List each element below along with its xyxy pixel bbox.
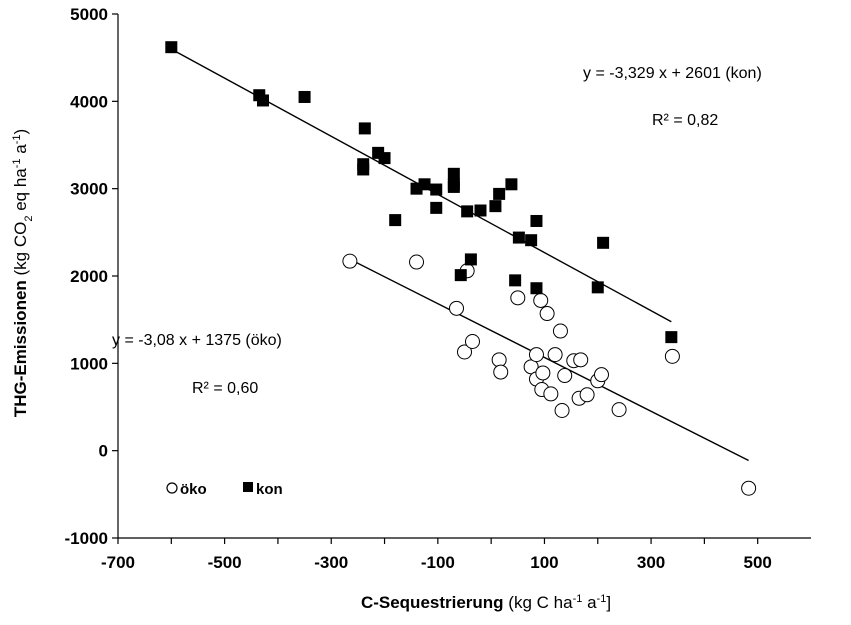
x-tick-label: 300 [637,553,665,572]
point-kon [430,201,443,214]
legend-oko-marker [166,482,178,494]
point-oko [528,347,544,363]
svg-text:THG-Emissionen (kg CO2 eq ha-: THG-Emissionen (kg CO2 eq ha-1 a-1) [11,129,35,417]
point-kon [358,122,371,135]
point-kon [454,269,467,282]
x-axis-title: C-Sequestrierung (kg C ha-1 a-1] [361,593,611,612]
oko-equation: y = -3,08 x + 1375 (öko) [112,332,282,349]
point-kon [509,274,522,287]
y-tick-label: 2000 [70,267,108,286]
point-oko [449,300,465,316]
point-oko [664,348,680,364]
kon-r-squared: R² = 0,82 [652,112,718,129]
x-axis-title-main: C-Sequestrierung [361,593,504,612]
point-kon [464,253,477,266]
point-oko [579,387,595,403]
point-kon [298,90,311,103]
x-tick-label: 100 [530,553,558,572]
axes [112,13,811,544]
point-kon [597,236,610,249]
legend: öko kon [166,481,283,498]
point-kon [512,231,525,244]
point-kon [505,178,518,191]
kon-equation: y = -3,329 x + 2601 (kon) [583,65,762,82]
point-oko [510,290,526,306]
x-tick-label: 500 [744,553,772,572]
point-kon [447,167,460,180]
point-kon [165,41,178,54]
point-kon [378,152,391,165]
point-oko [543,386,559,402]
point-kon [530,282,543,295]
tick-labels: -1000 0 1000 2000 3000 4000 5000 -700 -500 -300 -1… [65,5,772,572]
point-oko [533,292,549,308]
point-kon [418,178,431,191]
point-oko [741,480,757,496]
point-kon [493,187,506,200]
data-points [165,41,757,496]
point-kon [430,183,443,196]
point-kon [447,180,460,193]
regression-lines [170,48,749,462]
point-oko [594,367,610,383]
y-tick-label: 1000 [70,354,108,373]
y-tick-label: 3000 [70,180,108,199]
point-oko [493,364,509,380]
point-kon [489,200,502,213]
point-oko [611,402,627,418]
y-axis-title-main: THG-Emissionen [11,280,30,417]
legend-oko-label: öko [180,481,207,498]
point-oko [464,334,480,349]
x-tick-label: -300 [314,553,348,572]
point-oko [539,306,555,322]
y-axis-title: THG-Emissionen (kg CO2 eq ha-1 a-1) [11,129,35,417]
point-kon [665,331,678,344]
y-tick-label: 5000 [70,5,108,24]
oko-r-squared: R² = 0,60 [192,380,258,397]
y-tick-label: 4000 [70,92,108,111]
legend-kon-label: kon [256,481,283,498]
point-oko [535,365,551,381]
x-tick-label: -700 [101,553,135,572]
point-oko [557,368,573,384]
point-kon [591,281,604,294]
y-tick-label: -1000 [65,529,108,548]
point-kon [389,214,402,227]
point-kon [357,163,370,176]
point-oko [547,347,563,363]
point-kon [474,204,487,217]
point-kon [461,205,474,218]
point-oko [552,323,568,339]
point-kon [530,214,543,227]
legend-kon-marker [243,482,253,492]
point-oko [457,344,472,360]
x-tick-label: -100 [421,553,455,572]
point-kon [256,94,269,107]
point-kon [525,234,538,247]
regression-line-oko [349,258,749,462]
point-oko [409,254,425,270]
point-oko [573,352,589,368]
point-oko [554,402,570,418]
x-tick-label: -500 [208,553,242,572]
point-oko [342,253,358,269]
y-tick-label: 0 [99,442,108,461]
annotations: y = -3,329 x + 2601 (kon) R² = 0,82 y = … [112,65,762,397]
